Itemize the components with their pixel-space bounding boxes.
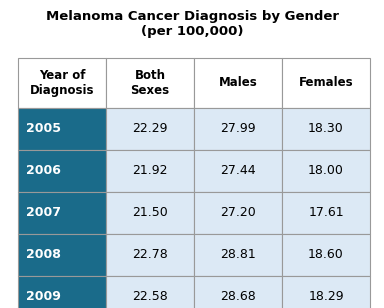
Text: 18.29: 18.29 — [308, 290, 344, 303]
Text: 21.50: 21.50 — [132, 206, 168, 220]
Text: 21.92: 21.92 — [132, 164, 168, 177]
Bar — [194, 234, 282, 276]
Bar — [194, 150, 282, 192]
Text: 22.78: 22.78 — [132, 249, 168, 261]
Bar — [18, 58, 106, 108]
Text: 22.29: 22.29 — [132, 123, 168, 136]
Bar — [106, 150, 194, 192]
Bar — [282, 150, 370, 192]
Text: 27.99: 27.99 — [220, 123, 256, 136]
Text: 28.81: 28.81 — [220, 249, 256, 261]
Bar — [18, 234, 106, 276]
Bar — [18, 192, 106, 234]
Bar — [106, 234, 194, 276]
Text: 28.68: 28.68 — [220, 290, 256, 303]
Bar — [18, 276, 106, 308]
Bar — [282, 108, 370, 150]
Bar — [194, 276, 282, 308]
Text: 2007: 2007 — [26, 206, 61, 220]
Text: 18.60: 18.60 — [308, 249, 344, 261]
Bar — [18, 150, 106, 192]
Text: Year of
Diagnosis: Year of Diagnosis — [30, 69, 94, 97]
Bar — [106, 108, 194, 150]
Text: 27.44: 27.44 — [220, 164, 256, 177]
Text: 27.20: 27.20 — [220, 206, 256, 220]
Bar — [282, 58, 370, 108]
Text: (per 100,000): (per 100,000) — [141, 25, 243, 38]
Text: Both
Sexes: Both Sexes — [131, 69, 170, 97]
Text: 18.00: 18.00 — [308, 164, 344, 177]
Bar — [106, 192, 194, 234]
Text: Males: Males — [218, 76, 257, 90]
Text: 2005: 2005 — [26, 123, 61, 136]
Text: 17.61: 17.61 — [308, 206, 344, 220]
Bar — [194, 108, 282, 150]
Bar — [194, 58, 282, 108]
Bar — [282, 234, 370, 276]
Text: Melanoma Cancer Diagnosis by Gender: Melanoma Cancer Diagnosis by Gender — [45, 10, 339, 23]
Bar — [282, 192, 370, 234]
Bar — [282, 276, 370, 308]
Text: 2009: 2009 — [26, 290, 61, 303]
Text: 18.30: 18.30 — [308, 123, 344, 136]
Text: 2008: 2008 — [26, 249, 61, 261]
Bar — [18, 108, 106, 150]
Bar — [106, 276, 194, 308]
Bar — [194, 192, 282, 234]
Text: 2006: 2006 — [26, 164, 61, 177]
Text: Females: Females — [299, 76, 353, 90]
Bar — [106, 58, 194, 108]
Text: 22.58: 22.58 — [132, 290, 168, 303]
